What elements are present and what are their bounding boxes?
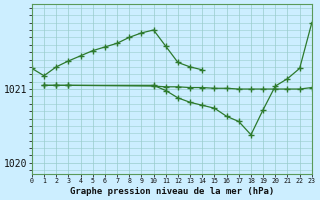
X-axis label: Graphe pression niveau de la mer (hPa): Graphe pression niveau de la mer (hPa) bbox=[70, 187, 274, 196]
